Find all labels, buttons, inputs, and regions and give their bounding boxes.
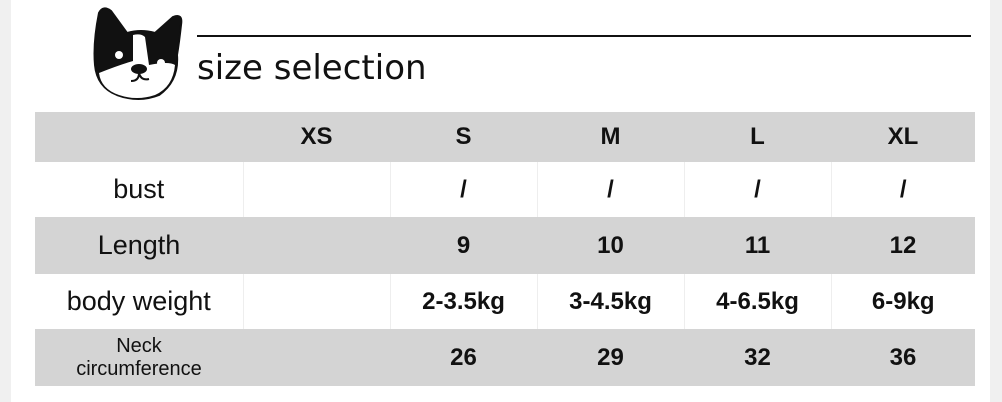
cell: 32 — [684, 329, 831, 386]
row-label: Length — [35, 217, 243, 274]
header-cell-m: M — [537, 112, 684, 162]
cell: 11 — [684, 217, 831, 274]
cell: / — [683, 162, 831, 217]
cell: / — [536, 162, 684, 217]
cell: / — [830, 162, 975, 217]
header-row: XS S M L XL — [35, 112, 975, 162]
cell: / — [389, 162, 537, 217]
header-cell-s: S — [390, 112, 537, 162]
row-label: Neck circumference — [35, 329, 243, 386]
row-label-line: Neck — [116, 334, 162, 357]
cell: 2-3.5kg — [389, 274, 537, 329]
cell: 10 — [537, 217, 684, 274]
table-row: body weight 2-3.5kg 3-4.5kg 4-6.5kg 6-9k… — [35, 274, 975, 329]
table-row: Length 9 10 11 12 — [35, 217, 975, 274]
cell: 6-9kg — [830, 274, 975, 329]
cell — [242, 274, 390, 329]
french-bulldog-head-icon — [93, 7, 183, 100]
row-label: body weight — [35, 274, 243, 329]
header-cell-l: L — [684, 112, 831, 162]
page-title: size selection — [197, 48, 427, 88]
cell: 9 — [390, 217, 537, 274]
cell — [243, 217, 390, 274]
header-cell — [35, 112, 243, 162]
cell: 26 — [390, 329, 537, 386]
row-label-line: circumference — [76, 357, 202, 380]
header-cell-xl: XL — [831, 112, 975, 162]
cell — [242, 162, 390, 217]
size-table: XS S M L XL bust / / / / Length 9 10 11 … — [35, 112, 975, 386]
cell: 3-4.5kg — [536, 274, 684, 329]
row-label: bust — [35, 162, 243, 217]
header-cell-xs: XS — [243, 112, 390, 162]
cell: 36 — [831, 329, 975, 386]
cell: 12 — [831, 217, 975, 274]
cell: 29 — [537, 329, 684, 386]
cell — [243, 329, 390, 386]
table-row: bust / / / / — [35, 162, 975, 217]
header-rule — [197, 35, 971, 37]
table-row: Neck circumference 26 29 32 36 — [35, 329, 975, 386]
cell: 4-6.5kg — [683, 274, 831, 329]
